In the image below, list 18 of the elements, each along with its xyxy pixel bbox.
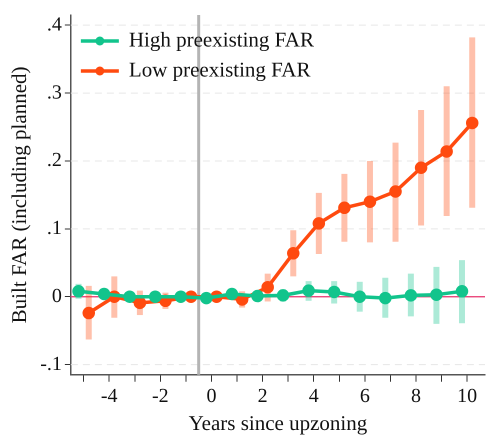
x-tick-label: 0 bbox=[206, 385, 216, 408]
y-tick-label: .1 bbox=[46, 217, 62, 240]
y-tick-label: -.1 bbox=[40, 352, 62, 375]
y-tick-label: .2 bbox=[46, 149, 62, 172]
x-tick-label: -2 bbox=[152, 385, 169, 408]
y-axis-title: Built FAR (including planned) bbox=[7, 66, 32, 324]
y-tick-label: .3 bbox=[46, 81, 62, 104]
legend-label: High preexisting FAR bbox=[128, 28, 314, 52]
x-tick-label: 2 bbox=[258, 385, 268, 408]
legend-label: Low preexisting FAR bbox=[128, 58, 310, 82]
y-tick-label: 0 bbox=[52, 284, 62, 307]
x-axis-title: Years since upzoning bbox=[188, 410, 368, 435]
x-tick-label: 10 bbox=[457, 385, 478, 408]
x-tick-label: 4 bbox=[308, 385, 319, 408]
x-tick-label: 6 bbox=[360, 385, 370, 408]
x-tick-label: 8 bbox=[410, 385, 421, 408]
x-tick-label: -4 bbox=[100, 385, 118, 408]
y-tick-label: .4 bbox=[46, 13, 62, 36]
